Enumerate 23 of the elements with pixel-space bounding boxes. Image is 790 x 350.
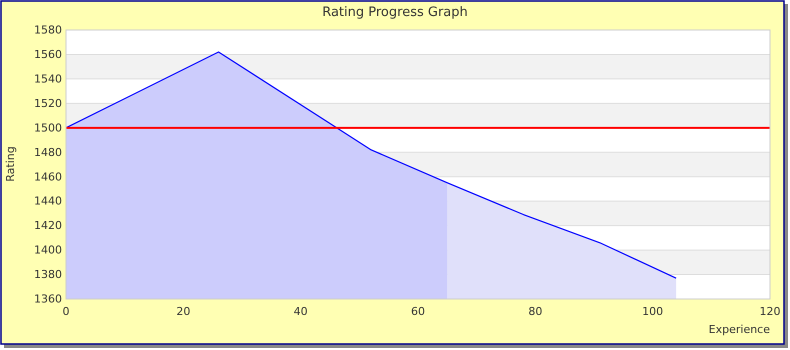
y-tick-label: 1380 [34, 268, 62, 282]
y-tick-label: 1460 [34, 170, 62, 184]
x-tick-label: 20 [176, 304, 190, 318]
y-tick-label: 1480 [34, 146, 62, 159]
y-tick-label: 1500 [34, 121, 62, 134]
y-axis-title: Rating [4, 146, 17, 182]
y-tick-label: 1580 [34, 24, 62, 37]
y-tick-label: 1440 [34, 194, 62, 208]
x-tick-label: 100 [642, 304, 664, 318]
line-series [65, 51, 677, 279]
y-tick-label: 1560 [34, 48, 62, 61]
y-tick-label: 1400 [34, 244, 62, 257]
x-tick-label: 120 [760, 304, 780, 318]
x-tick-label: 80 [528, 304, 542, 318]
x-tick-label: 0 [62, 304, 70, 318]
chart-title: Rating Progress Graph [322, 5, 468, 20]
y-tick-label: 1540 [34, 72, 62, 86]
y-tick-label: 1360 [34, 292, 62, 306]
y-tick-label: 1520 [34, 96, 62, 110]
y-tick-label: 1420 [34, 219, 62, 232]
x-tick-label: 60 [411, 304, 425, 318]
x-axis-title: Experience [708, 323, 770, 336]
x-tick-label: 40 [294, 304, 308, 318]
